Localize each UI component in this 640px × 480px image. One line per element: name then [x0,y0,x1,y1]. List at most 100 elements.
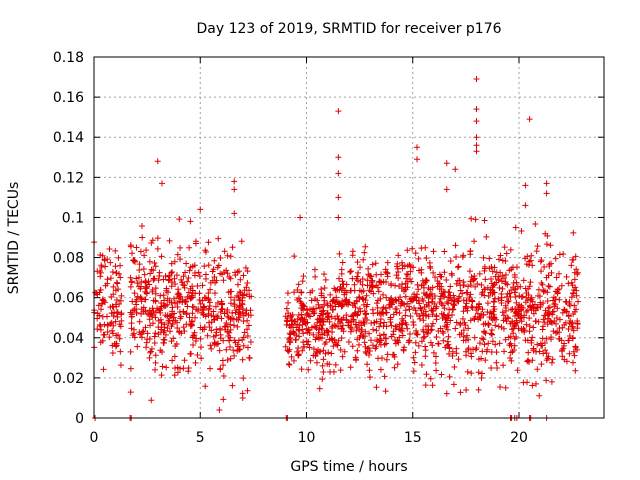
data-point [415,286,422,293]
data-point [306,344,313,351]
data-point [546,283,553,290]
x-tick-label: 5 [196,430,205,446]
data-point [223,346,230,353]
data-point [470,346,477,353]
data-point [427,327,434,334]
data-point [174,325,181,332]
data-point [533,380,539,387]
data-point [300,330,307,337]
data-point [571,308,578,315]
data-point [482,357,489,364]
data-point [302,320,309,327]
data-point [571,352,578,359]
data-point [423,291,430,298]
data-point [202,383,209,390]
data-point [295,333,302,340]
data-point [551,317,558,324]
data-point [523,308,530,315]
data-point [348,287,355,294]
data-point [170,314,177,321]
data-point [148,345,155,352]
data-point [502,384,509,391]
data-point [568,294,575,301]
data-point [463,289,470,296]
data-point [486,255,493,262]
data-point [452,166,459,173]
data-point [390,351,397,358]
data-point [420,334,427,341]
data-point [449,272,456,279]
data-point [191,329,198,336]
data-point [313,334,320,341]
data-point [560,342,567,349]
data-point [117,323,124,330]
data-point [570,348,577,355]
data-point [174,251,181,258]
data-point [364,361,371,368]
data-point [479,335,486,342]
data-point [205,262,212,269]
data-point [128,320,135,327]
data-point [116,270,123,277]
data-point [97,323,104,330]
data-point [341,287,348,294]
data-point [572,367,579,374]
data-point [374,309,381,316]
data-point [226,337,233,344]
data-point [133,309,140,316]
data-point [374,338,381,345]
data-point [535,318,542,325]
data-point [117,362,124,369]
data-point [417,305,424,312]
data-point [319,331,326,338]
data-point [361,339,368,346]
data-point [291,253,298,260]
data-point [553,274,560,281]
data-point [110,283,117,290]
data-point [488,275,495,282]
data-point [377,320,384,327]
data-point [220,396,227,403]
data-point [373,384,380,391]
data-point [241,287,248,294]
data-point [152,297,159,304]
data-point [223,320,230,327]
data-point [180,365,187,372]
data-point [217,255,224,262]
data-point [240,334,247,341]
data-point [295,351,302,358]
data-point [402,293,409,300]
data-point [418,282,425,289]
data-point [544,297,551,304]
data-point [452,325,459,332]
data-point [530,345,537,352]
data-point [177,244,184,251]
data-point [154,235,161,242]
data-point [300,301,307,308]
data-point [559,353,566,360]
data-point [380,278,387,285]
data-point [499,257,506,264]
data-point [466,268,473,275]
chart-title: Day 123 of 2019, SRMTID for receiver p17… [196,21,501,37]
data-point [549,356,556,363]
data-point [349,343,356,350]
data-point [527,279,534,286]
data-point [480,254,487,261]
data-point [517,283,524,290]
data-point [211,257,218,264]
data-point [473,148,480,155]
data-point [152,290,159,297]
data-point [488,280,495,287]
data-point [231,301,238,308]
data-point [111,341,118,348]
data-point [224,252,231,259]
data-point [191,272,198,279]
data-point [321,330,328,337]
data-point [236,346,243,353]
data-point [312,324,319,331]
data-point [365,265,372,272]
data-point [335,323,342,330]
data-point [150,275,157,282]
data-point [315,329,322,336]
